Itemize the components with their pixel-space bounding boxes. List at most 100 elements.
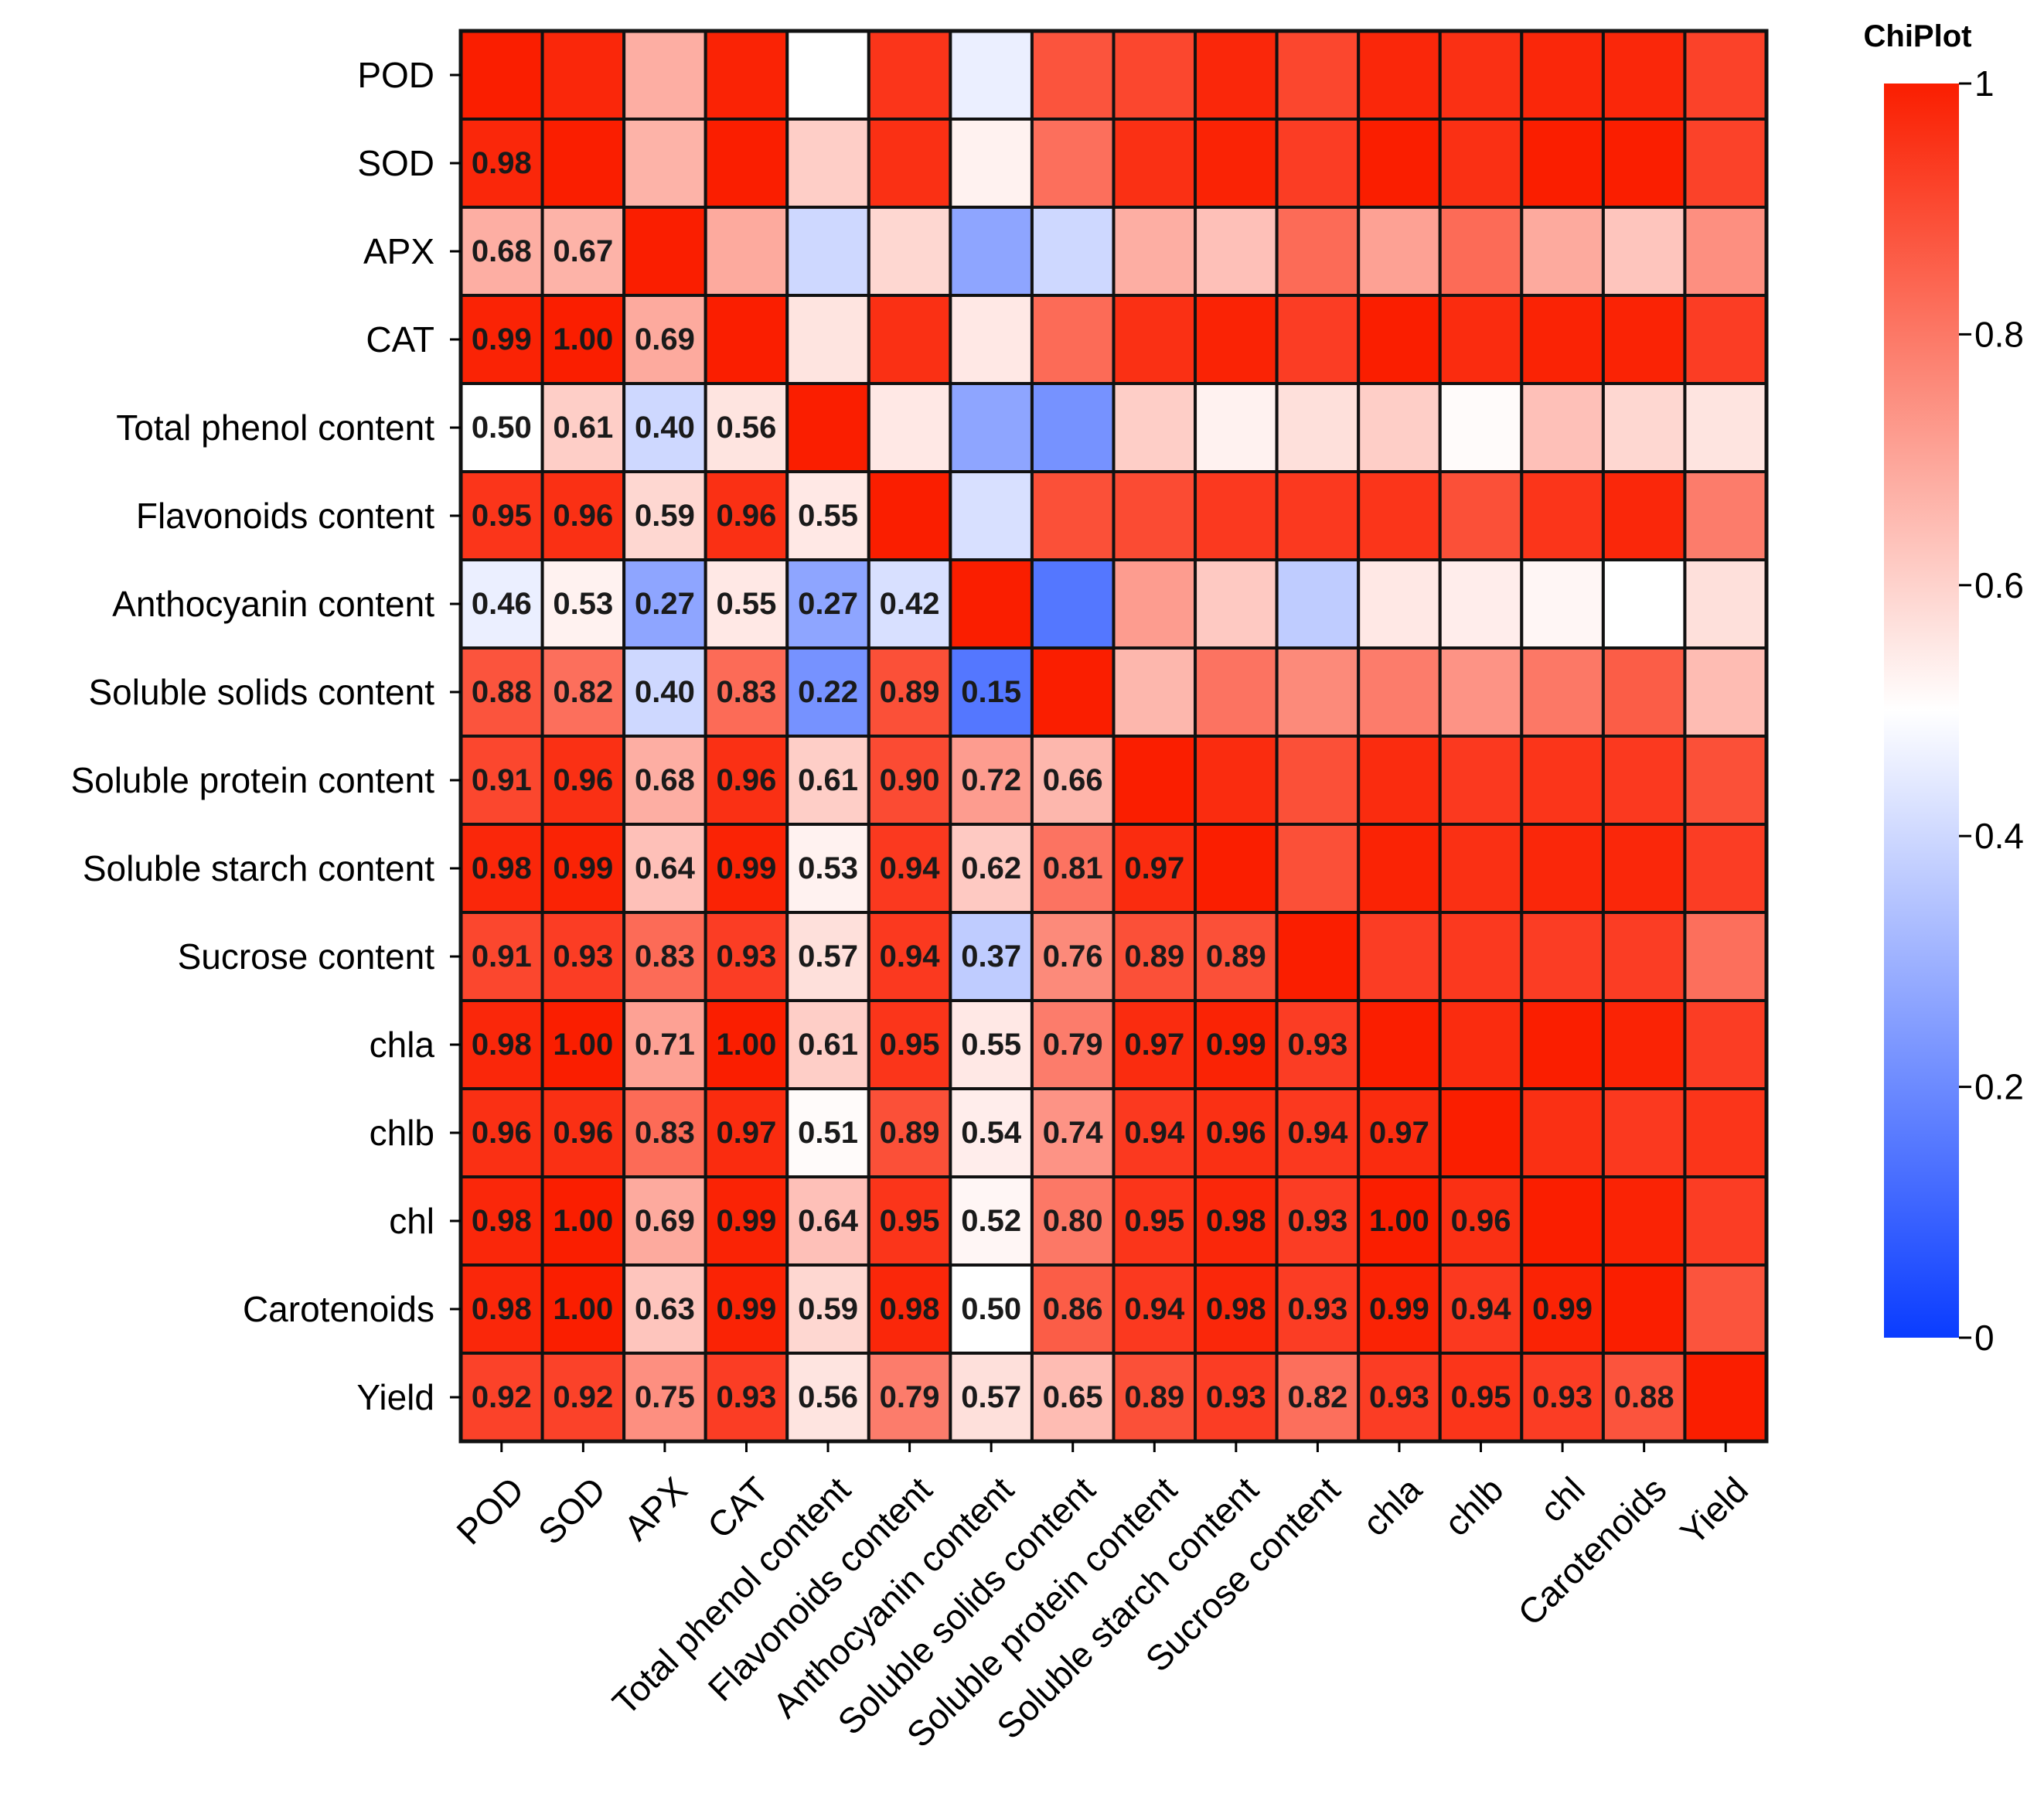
heatmap-cell [785,1087,870,1178]
cell-value-label: 0.46 [472,587,532,621]
cell-value-label: 0.93 [1287,1292,1347,1326]
heatmap-cell [622,735,707,826]
heatmap-cell [703,29,789,121]
cell-value-label: 0.96 [553,763,613,797]
cell-value-label: 0.40 [635,675,695,709]
heatmap-cell [1683,735,1768,826]
heatmap-cell [1601,646,1687,738]
cell-value-label: 0.53 [553,587,613,621]
heatmap-cells [458,29,1769,1444]
cell-value-label: 0.98 [472,1292,532,1326]
heatmap-cell [1275,29,1361,121]
heatmap-cell [703,382,789,473]
cell-value-label: 0.40 [635,411,695,445]
heatmap-cell [540,1175,626,1267]
heatmap-cell [949,1087,1034,1178]
heatmap-cell [1520,118,1605,209]
cell-value-label: 0.89 [880,675,940,709]
heatmap-cell [1601,823,1687,914]
cell-value-label: 0.53 [798,851,858,885]
heatmap-cell [1357,470,1442,561]
heatmap-cell [1112,1352,1197,1443]
cell-value-label: 1.00 [1369,1204,1429,1238]
heatmap-cell [1683,823,1768,914]
row-label: Soluble solids content [88,672,434,712]
column-label: chlb [1436,1469,1511,1543]
cell-value-label: 0.54 [961,1116,1022,1150]
heatmap-cell [1275,823,1361,914]
heatmap-cell [1030,382,1116,473]
heatmap-cell [1601,470,1687,561]
heatmap-cell [1438,1087,1524,1178]
cell-value-label: 0.91 [472,939,532,974]
heatmap-cell [1275,206,1361,297]
heatmap-cell [1520,999,1605,1090]
cell-value-label: 0.50 [961,1292,1021,1326]
cell-value-label: 0.62 [961,851,1021,885]
cell-value-label: 0.98 [1206,1204,1266,1238]
heatmap-cell [1194,646,1279,738]
cell-value-label: 0.67 [553,234,613,268]
cell-value-label: 0.61 [553,411,613,445]
heatmap-cell [1601,382,1687,473]
heatmap-cell [785,206,870,297]
cell-value-label: 0.55 [961,1028,1021,1062]
row-label: SOD [357,143,434,183]
heatmap-cell [1112,558,1197,650]
cell-value-label: 0.95 [880,1028,940,1062]
cell-value-label: 0.94 [1124,1116,1185,1150]
cell-value-label: 0.99 [1369,1292,1429,1326]
heatmap-cell [703,735,789,826]
heatmap-cell [1438,999,1524,1090]
cell-value-label: 0.94 [880,939,941,974]
heatmap-cell [1683,206,1768,297]
cell-value-label: 0.88 [472,675,532,709]
heatmap-cell [785,470,870,561]
cell-value-label: 0.95 [472,499,532,533]
cell-value-label: 0.71 [635,1028,695,1062]
heatmap-cell [1601,999,1687,1090]
cell-value-label: 0.90 [880,763,940,797]
heatmap-cell [1438,911,1524,1002]
heatmap-cell [1683,382,1768,473]
heatmap-cell [1194,1175,1279,1267]
cell-value-label: 0.97 [1124,1028,1184,1062]
cell-value-label: 0.80 [1043,1204,1103,1238]
heatmap-cell [703,1087,789,1178]
heatmap-cell [1520,1175,1605,1267]
heatmap-cell [1112,29,1197,121]
row-label: Carotenoids [243,1289,434,1329]
cell-value-label: 0.86 [1043,1292,1103,1326]
heatmap-cell [867,1175,952,1267]
row-label: Anthocyanin content [112,584,434,624]
legend-tick-label: 0.6 [1974,565,2024,605]
heatmap-cell [1438,823,1524,914]
heatmap-cell [949,294,1034,385]
heatmap-cell [949,118,1034,209]
column-label: SOD [530,1469,613,1552]
column-label: Yield [1672,1469,1756,1553]
heatmap-cell [867,29,952,121]
heatmap-cell [1683,999,1768,1090]
cell-value-label: 0.79 [880,1380,940,1414]
cell-value-label: 0.98 [472,851,532,885]
heatmap-cell [867,823,952,914]
heatmap-cell [703,646,789,738]
heatmap-cell [1194,1263,1279,1355]
heatmap-cell [785,999,870,1090]
heatmap-cell [540,1087,626,1178]
heatmap-cell [1112,294,1197,385]
cell-value-label: 0.79 [1043,1028,1103,1062]
color-legend: ChiPlot 0 0.2 0.4 0.6 0.8 1 [1864,19,2024,1358]
heatmap-cell [1357,823,1442,914]
column-label: Carotenoids [1510,1469,1674,1633]
heatmap-cell [622,1263,707,1355]
heatmap-cell [1194,558,1279,650]
cell-value-label: 1.00 [553,322,613,356]
cell-value-label: 0.98 [472,1204,532,1238]
cell-value-label: 0.93 [717,1380,777,1414]
heatmap-cell [785,294,870,385]
heatmap-cell [622,1175,707,1267]
cell-value-label: 1.00 [553,1028,613,1062]
